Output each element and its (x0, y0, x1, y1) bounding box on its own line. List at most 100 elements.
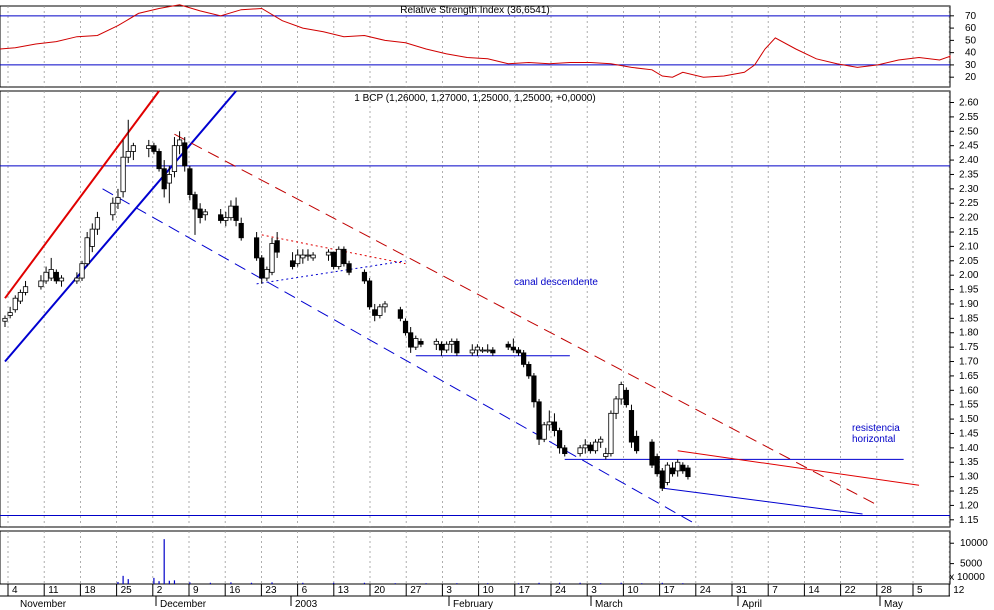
candle-body-up (608, 412, 614, 455)
candle (12, 295, 18, 313)
candle-body-down (536, 401, 542, 440)
candle-body-down (372, 309, 378, 316)
candle-body-up (469, 349, 475, 354)
price-tick-label: 2.45 (959, 141, 979, 152)
candle (300, 249, 306, 264)
candle-body-down (361, 271, 368, 282)
candle-body-down (562, 447, 568, 455)
price-tick-label: 2.10 (959, 241, 979, 252)
candle (202, 208, 208, 221)
day-tick-label: 10 (627, 585, 639, 596)
price-tick-label: 2.15 (959, 227, 979, 238)
candle (659, 468, 665, 492)
candle-body-up (675, 461, 681, 472)
candle-body-up (120, 156, 126, 193)
rsi-panel-frame (0, 5, 951, 88)
candle-body-down (346, 263, 352, 273)
candle-body-up (444, 343, 450, 351)
candle-body-up (84, 237, 90, 265)
month-label: April (742, 599, 762, 610)
candle (228, 200, 234, 221)
candle-body-up (43, 271, 49, 282)
candle-body-down (53, 271, 59, 282)
candle (346, 260, 352, 276)
candle-body-up (74, 277, 80, 282)
month-label: February (453, 599, 493, 610)
trendline (174, 133, 879, 506)
resistance-annotation-line1: resistencia (852, 423, 900, 434)
candles-layer (2, 119, 691, 492)
candle (433, 338, 439, 351)
rsi-tick-label: 30 (965, 60, 977, 71)
candle-body-up (12, 297, 18, 311)
price-tick-label: 2.35 (959, 169, 979, 180)
candle-body-down (454, 340, 460, 354)
candle (546, 410, 552, 431)
day-tick-label: 31 (736, 585, 748, 596)
trendlines-layer (4, 90, 920, 526)
day-tick-label: 5 (917, 585, 923, 596)
candle (505, 341, 511, 351)
candle-body-up (300, 254, 306, 259)
candle (7, 306, 13, 319)
price-tick-label: 2.40 (959, 155, 979, 166)
candle (274, 232, 280, 258)
candle (680, 462, 686, 474)
price-tick-label: 1.75 (959, 342, 979, 353)
price-tick-label: 1.80 (959, 328, 979, 339)
day-tick-label: 17 (519, 585, 531, 596)
month-label: December (160, 599, 207, 610)
candle (171, 137, 178, 178)
candle-body-up (618, 384, 624, 400)
candle (259, 255, 265, 284)
candle (187, 165, 193, 201)
trendline (662, 487, 863, 515)
candle (110, 197, 116, 221)
candle-body-down (623, 389, 629, 406)
day-tick-label: 4 (12, 585, 18, 596)
price-tick-label: 2.25 (959, 198, 979, 209)
candle-body-up (413, 338, 419, 348)
candle (474, 344, 481, 356)
candle (38, 275, 44, 290)
candle (125, 119, 131, 163)
day-tick-label: 23 (265, 585, 277, 596)
candle-body-up (94, 217, 101, 230)
candle-body-down (526, 363, 532, 377)
candle (485, 344, 491, 353)
candle (536, 398, 542, 445)
candle-body-up (433, 340, 439, 345)
candle-body-up (115, 197, 121, 204)
candle (58, 275, 65, 287)
candle-body-down (654, 456, 660, 475)
candle-body-down (397, 309, 403, 319)
candle (449, 338, 455, 353)
candle (305, 249, 311, 261)
price-tick-label: 1.85 (959, 313, 979, 324)
candle (372, 303, 378, 322)
candle-body-down (274, 240, 280, 253)
rsi-tick-label: 40 (965, 48, 977, 59)
candle (649, 439, 655, 469)
price-tick-label: 1.65 (959, 371, 979, 382)
candle-body-up (382, 303, 388, 308)
channel-annotation: canal descendente (514, 277, 598, 288)
candle (613, 396, 619, 420)
candle-body-down (680, 464, 686, 472)
candle (130, 142, 136, 161)
candle-body-up (48, 269, 54, 279)
candle-body-down (366, 280, 373, 308)
candle-body-up (592, 441, 599, 452)
price-tick-label: 1.25 (959, 486, 979, 497)
day-tick-label: 25 (121, 585, 133, 596)
candle (289, 252, 296, 270)
candle-body-up (166, 174, 172, 184)
candle (176, 131, 183, 155)
candle (397, 306, 403, 322)
candle (531, 373, 537, 408)
candle (438, 341, 445, 356)
candle (366, 278, 373, 310)
volume-tick-label: 10000 (960, 538, 988, 549)
candle-body-down (341, 248, 347, 265)
day-tick-label: 10 (483, 585, 495, 596)
